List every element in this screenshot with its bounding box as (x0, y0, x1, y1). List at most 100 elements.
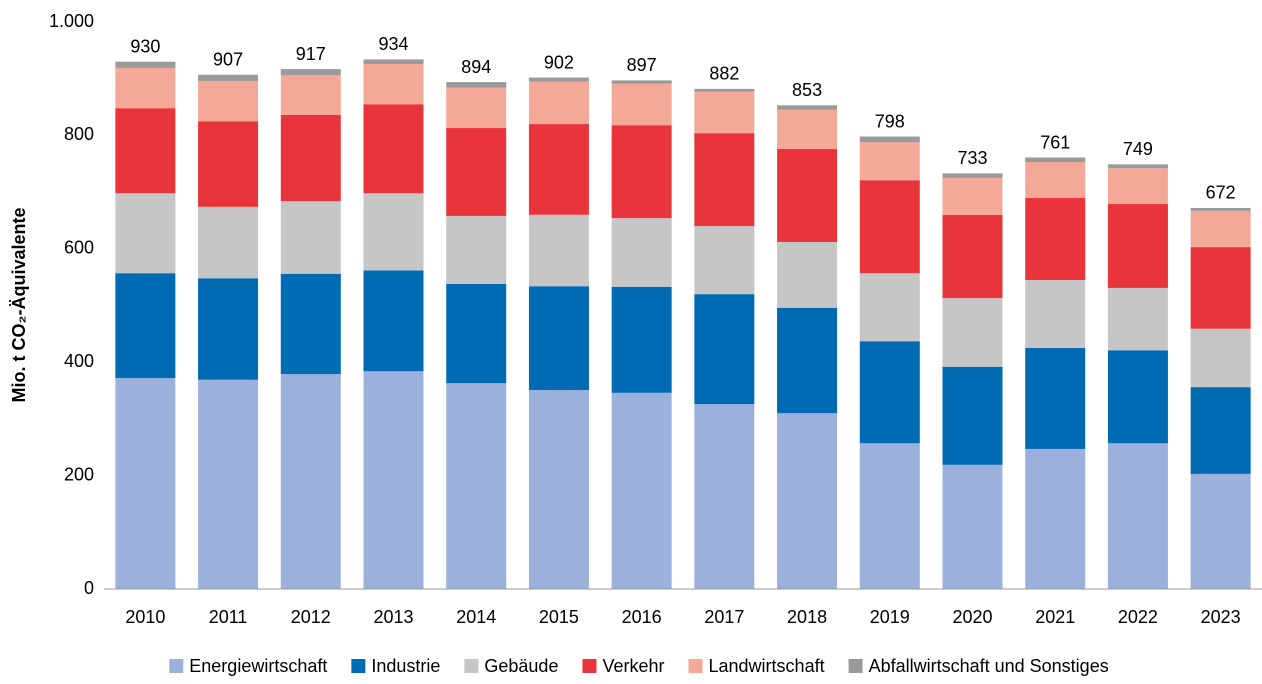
bar-segment (528, 81, 589, 125)
x-tick-label: 2023 (1201, 607, 1241, 627)
bar-segment (859, 136, 920, 143)
bar-segment (528, 286, 589, 390)
bar-segment (611, 125, 672, 219)
bar-segment (942, 366, 1003, 465)
bar-segment (198, 379, 259, 589)
y-tick-label: 200 (64, 464, 94, 484)
bar-segment (1107, 204, 1168, 288)
bar-segment (942, 173, 1003, 178)
x-tick-label: 2018 (787, 607, 827, 627)
bar-segment (777, 307, 838, 414)
y-axis-label: Mio. t CO₂-Äquivalente (9, 207, 29, 402)
bar-segment (859, 443, 920, 589)
total-label: 672 (1206, 183, 1236, 203)
legend-swatch (582, 659, 597, 673)
bar-segment (115, 108, 176, 194)
bar-segment (363, 371, 424, 589)
x-tick-label: 2020 (952, 607, 992, 627)
bar-segment (363, 104, 424, 194)
bar-segment (198, 278, 259, 380)
bar-segment (694, 133, 755, 227)
x-tick-label: 2014 (456, 607, 496, 627)
total-label: 733 (957, 148, 987, 168)
bar-segment (611, 218, 672, 287)
bar-segment (859, 273, 920, 342)
legend-swatch (464, 659, 479, 673)
bar-segment (777, 413, 838, 589)
y-tick-label: 800 (64, 124, 94, 144)
legend-swatch (351, 659, 366, 673)
bar-segment (777, 241, 838, 308)
bar-segment (1107, 350, 1168, 444)
total-label: 897 (627, 55, 657, 75)
bar-segment (694, 404, 755, 589)
x-tick-label: 2011 (209, 607, 248, 627)
x-tick-label: 2021 (1035, 607, 1075, 627)
legend-label: Energiewirtschaft (189, 656, 327, 676)
bar-segment (446, 383, 507, 589)
bar-segment (363, 193, 424, 271)
bar-segment (942, 177, 1003, 215)
legend-label: Industrie (371, 656, 440, 676)
bar-segment (694, 294, 755, 405)
legend-swatch (848, 659, 863, 673)
bar-segment (363, 63, 424, 105)
bar-segment (115, 61, 176, 68)
bar-segment (446, 82, 507, 88)
bar-segment (280, 69, 341, 76)
bar-segment (198, 206, 259, 279)
bar-segment (1107, 168, 1168, 205)
x-tick-label: 2019 (870, 607, 910, 627)
bar-segment (694, 226, 755, 295)
bar-segment (528, 124, 589, 215)
bar-segment (1025, 162, 1086, 198)
bar-segment (942, 214, 1003, 299)
bar-segment (694, 88, 755, 92)
bar-segment (280, 201, 341, 274)
bar-segment (280, 374, 341, 589)
bar-segment (777, 109, 838, 150)
x-tick-label: 2017 (704, 607, 744, 627)
total-label: 798 (875, 111, 905, 131)
bar-segment (611, 80, 672, 84)
bar-segment (611, 392, 672, 589)
bar-segment (280, 114, 341, 202)
bar-segment (280, 75, 341, 115)
bar-segment (859, 142, 920, 181)
total-label: 894 (461, 57, 491, 77)
bar-segment (528, 214, 589, 287)
bar-segment (859, 341, 920, 444)
x-tick-label: 2010 (125, 607, 165, 627)
total-label: 749 (1123, 139, 1153, 159)
total-label: 917 (296, 44, 326, 64)
total-label: 882 (709, 64, 739, 84)
bar-segment (942, 298, 1003, 367)
x-tick-label: 2022 (1118, 607, 1158, 627)
bar-segment (1107, 443, 1168, 589)
bar-segment (280, 273, 341, 375)
bar-segment (611, 83, 672, 126)
bar-segment (115, 378, 176, 589)
total-label: 761 (1040, 132, 1070, 152)
legend-swatch (688, 659, 703, 673)
x-tick-label: 2013 (373, 607, 413, 627)
legend-label: Verkehr (602, 656, 664, 676)
bar-segment (1190, 207, 1251, 211)
bar-segment (446, 215, 507, 284)
y-tick-label: 1.000 (49, 11, 94, 31)
bar-segment (1107, 287, 1168, 351)
bar-segment (859, 180, 920, 274)
bar-segment (777, 149, 838, 242)
bar-segment (1025, 348, 1086, 449)
bar-segment (115, 67, 176, 109)
x-tick-label: 2012 (291, 607, 331, 627)
x-tick-label: 2016 (622, 607, 662, 627)
total-label: 853 (792, 80, 822, 100)
bar-segment (1025, 279, 1086, 349)
bar-segment (528, 77, 589, 82)
bar-segment (115, 273, 176, 379)
legend-label: Abfallwirtschaft und Sonstiges (869, 656, 1109, 676)
legend-swatch (169, 659, 184, 673)
bar-segment (528, 389, 589, 589)
